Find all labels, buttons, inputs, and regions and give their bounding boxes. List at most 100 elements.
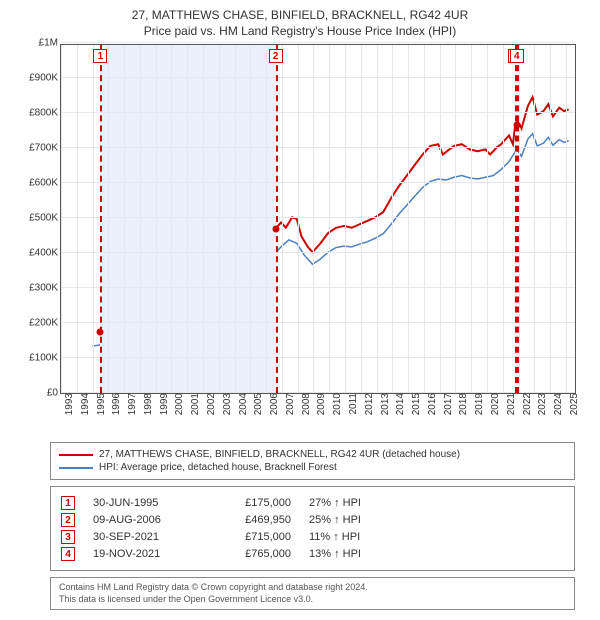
x-tick-label: 1997 (124, 393, 138, 415)
transaction-row: 330-SEP-2021£715,00011% ↑ HPI (61, 530, 564, 544)
sale-dot (513, 122, 520, 129)
grid-line-v (440, 45, 441, 393)
transaction-date: 09-AUG-2006 (93, 514, 193, 526)
x-tick-label: 2000 (171, 393, 185, 415)
x-tick-label: 2011 (345, 393, 359, 415)
grid-line-v (566, 45, 567, 393)
grid-line-v (487, 45, 488, 393)
chart-area: £0£100K£200K£300K£400K£500K£600K£700K£80… (20, 44, 580, 434)
transaction-date: 19-NOV-2021 (93, 548, 193, 560)
grid-line-v (298, 45, 299, 393)
x-tick-label: 2010 (329, 393, 343, 415)
legend-swatch (59, 467, 93, 469)
chart-title-subtitle: Price paid vs. HM Land Registry's House … (10, 24, 590, 38)
transaction-row: 4 19-NOV-2021 £765,000 13% ↑ HPI (61, 547, 564, 561)
x-tick-label: 1999 (156, 393, 170, 415)
grid-line-v (203, 45, 204, 393)
x-tick-label: 2016 (424, 393, 438, 415)
transaction-hpi-delta: 13% ↑ HPI (309, 548, 409, 560)
grid-line-v (108, 45, 109, 393)
grid-line-h (61, 77, 575, 78)
x-tick-label: 1998 (140, 393, 154, 415)
sale-marker-line (100, 45, 102, 393)
grid-line-h (61, 217, 575, 218)
grid-line-v (250, 45, 251, 393)
legend-label: HPI: Average price, detached house, Brac… (99, 462, 337, 473)
transaction-marker: 1 (61, 496, 75, 510)
grid-line-v (329, 45, 330, 393)
grid-line-v (361, 45, 362, 393)
x-tick-label: 2003 (219, 393, 233, 415)
x-tick-label: 2005 (250, 393, 264, 415)
grid-line-v (519, 45, 520, 393)
grid-line-v (377, 45, 378, 393)
grid-line-v (282, 45, 283, 393)
grid-line-h (61, 147, 575, 148)
transaction-marker: 2 (61, 513, 75, 527)
grid-line-v (266, 45, 267, 393)
sale-marker-label: 2 (269, 49, 283, 63)
y-tick-label: £200K (29, 318, 61, 329)
attribution-footer: Contains HM Land Registry data © Crown c… (50, 577, 575, 610)
transactions-table: 130-JUN-1995£175,00027% ↑ HPI209-AUG-200… (50, 486, 575, 571)
x-tick-label: 1993 (61, 393, 75, 415)
grid-line-h (61, 357, 575, 358)
x-tick-label: 2014 (392, 393, 406, 415)
y-tick-label: £100K (29, 353, 61, 364)
grid-line-v (455, 45, 456, 393)
sale-marker-line (517, 45, 519, 393)
grid-line-v (77, 45, 78, 393)
sale-marker-label: 1 (93, 49, 107, 63)
y-tick-label: £700K (29, 143, 61, 154)
x-tick-label: 1994 (77, 393, 91, 415)
transaction-hpi-delta: 25% ↑ HPI (309, 514, 409, 526)
x-tick-label: 2013 (377, 393, 391, 415)
grid-line-v (93, 45, 94, 393)
chart-container: 27, MATTHEWS CHASE, BINFIELD, BRACKNELL,… (0, 0, 600, 620)
grid-line-v (61, 45, 62, 393)
footer-line-2: This data is licensed under the Open Gov… (59, 594, 566, 606)
sale-dot (97, 328, 104, 335)
grid-line-v (534, 45, 535, 393)
x-tick-label: 2022 (519, 393, 533, 415)
grid-line-v (187, 45, 188, 393)
grid-line-v (550, 45, 551, 393)
sale-marker-label: 4 (510, 49, 524, 63)
x-tick-label: 2019 (471, 393, 485, 415)
y-tick-label: £900K (29, 73, 61, 84)
transaction-row: 130-JUN-1995£175,00027% ↑ HPI (61, 496, 564, 510)
x-tick-label: 2004 (235, 393, 249, 415)
grid-line-h (61, 252, 575, 253)
x-tick-label: 2015 (408, 393, 422, 415)
x-tick-label: 2008 (298, 393, 312, 415)
grid-line-h (61, 112, 575, 113)
legend-item: 27, MATTHEWS CHASE, BINFIELD, BRACKNELL,… (59, 449, 566, 460)
y-tick-label: £500K (29, 213, 61, 224)
legend-swatch (59, 454, 93, 456)
x-tick-label: 2007 (282, 393, 296, 415)
transaction-price: £765,000 (211, 548, 291, 560)
grid-line-v (408, 45, 409, 393)
grid-line-v (345, 45, 346, 393)
grid-line-v (219, 45, 220, 393)
transaction-date: 30-JUN-1995 (93, 497, 193, 509)
sale-dot (272, 225, 279, 232)
x-tick-label: 2025 (566, 393, 580, 415)
x-tick-label: 2018 (455, 393, 469, 415)
grid-line-v (503, 45, 504, 393)
transaction-hpi-delta: 11% ↑ HPI (309, 531, 409, 543)
grid-line-v (313, 45, 314, 393)
legend-item: HPI: Average price, detached house, Brac… (59, 462, 566, 473)
y-tick-label: £600K (29, 178, 61, 189)
y-tick-label: £800K (29, 108, 61, 119)
grid-line-h (61, 322, 575, 323)
grid-line-v (124, 45, 125, 393)
y-tick-label: £400K (29, 248, 61, 259)
grid-line-h (61, 182, 575, 183)
transaction-marker: 3 (61, 530, 75, 544)
transaction-marker: 4 (61, 547, 75, 561)
y-tick-label: £1M (39, 38, 61, 49)
legend-box: 27, MATTHEWS CHASE, BINFIELD, BRACKNELL,… (50, 442, 575, 480)
grid-line-v (171, 45, 172, 393)
transaction-row: 209-AUG-2006£469,95025% ↑ HPI (61, 513, 564, 527)
